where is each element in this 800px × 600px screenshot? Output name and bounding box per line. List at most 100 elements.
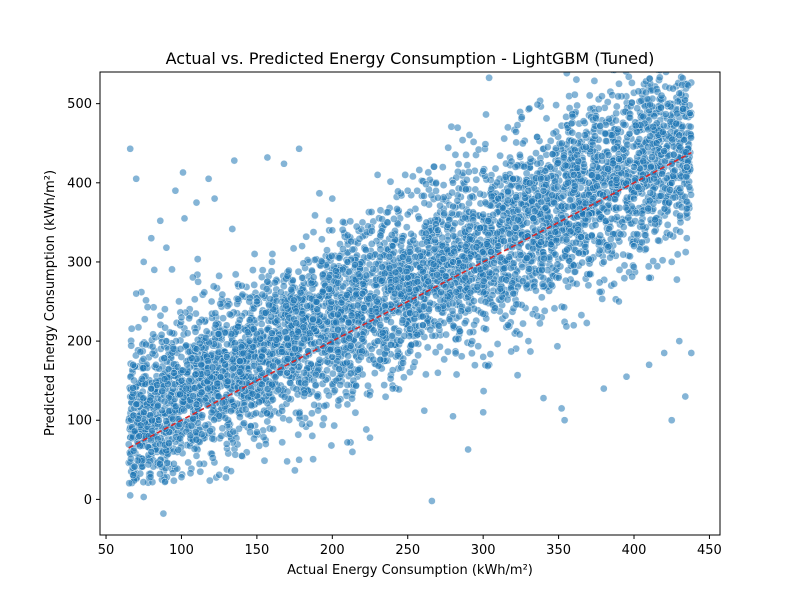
scatter-point xyxy=(604,165,612,173)
scatter-point xyxy=(596,231,605,240)
scatter-point xyxy=(369,265,377,273)
scatter-point xyxy=(666,230,674,239)
scatter-point xyxy=(147,436,155,445)
scatter-point xyxy=(687,50,694,57)
scatter-point xyxy=(278,438,287,447)
scatter-point xyxy=(327,441,336,450)
scatter-point xyxy=(525,104,534,113)
scatter-point xyxy=(536,319,544,328)
scatter-point xyxy=(211,309,220,318)
scatter-point xyxy=(598,92,606,101)
scatter-point xyxy=(354,365,363,374)
scatter-point xyxy=(130,376,138,385)
scatter-point xyxy=(649,257,658,265)
scatter-point xyxy=(515,183,523,192)
scatter-point xyxy=(537,238,545,247)
scatter-point xyxy=(300,335,308,344)
scatter-point xyxy=(338,225,347,234)
scatter-point xyxy=(513,371,522,380)
scatter-point xyxy=(623,140,632,149)
scatter-point xyxy=(456,327,464,336)
scatter-point xyxy=(684,81,693,90)
scatter-point xyxy=(457,307,466,315)
scatter-point xyxy=(125,479,134,488)
scatter-point xyxy=(496,151,504,160)
scatter-point xyxy=(318,421,327,429)
scatter-point xyxy=(533,312,542,320)
scatter-point xyxy=(612,102,621,111)
scatter-point xyxy=(218,424,227,433)
scatter-point xyxy=(133,456,142,465)
scatter-point xyxy=(351,408,360,417)
scatter-point xyxy=(136,421,145,430)
scatter-point xyxy=(465,131,474,139)
scatter-point xyxy=(258,266,267,275)
scatter-point xyxy=(485,73,493,82)
scatter-point xyxy=(443,245,451,254)
scatter-point xyxy=(570,90,579,99)
scatter-point xyxy=(595,246,604,255)
scatter-point xyxy=(473,282,482,291)
scatter-point xyxy=(519,319,527,328)
scatter-point xyxy=(148,349,157,358)
scatter-point xyxy=(567,119,576,128)
scatter-point xyxy=(255,441,264,450)
scatter-point xyxy=(454,160,463,168)
scatter-point xyxy=(511,270,520,279)
scatter-point xyxy=(334,279,343,287)
scatter-point xyxy=(434,305,442,313)
scatter-point xyxy=(180,406,188,415)
scatter-point xyxy=(236,357,244,366)
scatter-point xyxy=(512,138,521,147)
scatter-point xyxy=(451,150,460,159)
scatter-point xyxy=(318,372,327,380)
scatter-point xyxy=(209,282,218,291)
scatter-point xyxy=(624,72,633,81)
scatter-point xyxy=(247,373,256,381)
scatter-point xyxy=(127,324,136,333)
scatter-point xyxy=(348,394,356,403)
scatter-point xyxy=(236,413,244,421)
scatter-point xyxy=(661,110,670,119)
scatter-point xyxy=(202,327,211,336)
scatter-point xyxy=(635,149,643,157)
scatter-point xyxy=(470,320,478,329)
scatter-point xyxy=(250,434,258,443)
scatter-point xyxy=(577,311,586,319)
scatter-point xyxy=(479,277,488,285)
scatter-point xyxy=(259,433,268,442)
scatter-point xyxy=(491,164,500,173)
scatter-point xyxy=(386,374,395,383)
scatter-point xyxy=(615,79,623,88)
plot-area xyxy=(124,39,696,518)
scatter-point xyxy=(142,340,150,349)
scatter-point xyxy=(656,72,664,74)
scatter-point xyxy=(469,138,478,146)
scatter-point xyxy=(419,259,427,267)
scatter-point xyxy=(261,440,270,448)
scatter-point xyxy=(686,39,693,46)
scatter-point xyxy=(466,328,474,337)
scatter-point xyxy=(414,351,422,360)
scatter-point xyxy=(650,227,659,236)
scatter-point xyxy=(526,155,535,163)
scatter-point xyxy=(676,50,683,57)
scatter-point xyxy=(466,193,475,202)
scatter-point xyxy=(368,227,376,235)
scatter-point xyxy=(564,178,572,187)
scatter-point xyxy=(550,304,559,313)
scatter-point xyxy=(415,166,424,174)
scatter-point xyxy=(309,455,317,464)
scatter-point xyxy=(309,228,318,236)
scatter-point xyxy=(263,417,272,426)
scatter-point xyxy=(550,198,558,207)
scatter-point xyxy=(676,218,685,227)
scatter-point xyxy=(612,176,621,184)
scatter-point xyxy=(386,177,395,186)
scatter-point xyxy=(490,258,498,267)
scatter-point xyxy=(483,362,492,370)
scatter-point xyxy=(325,391,333,400)
scatter-point xyxy=(139,478,148,486)
scatter-point xyxy=(584,281,593,290)
